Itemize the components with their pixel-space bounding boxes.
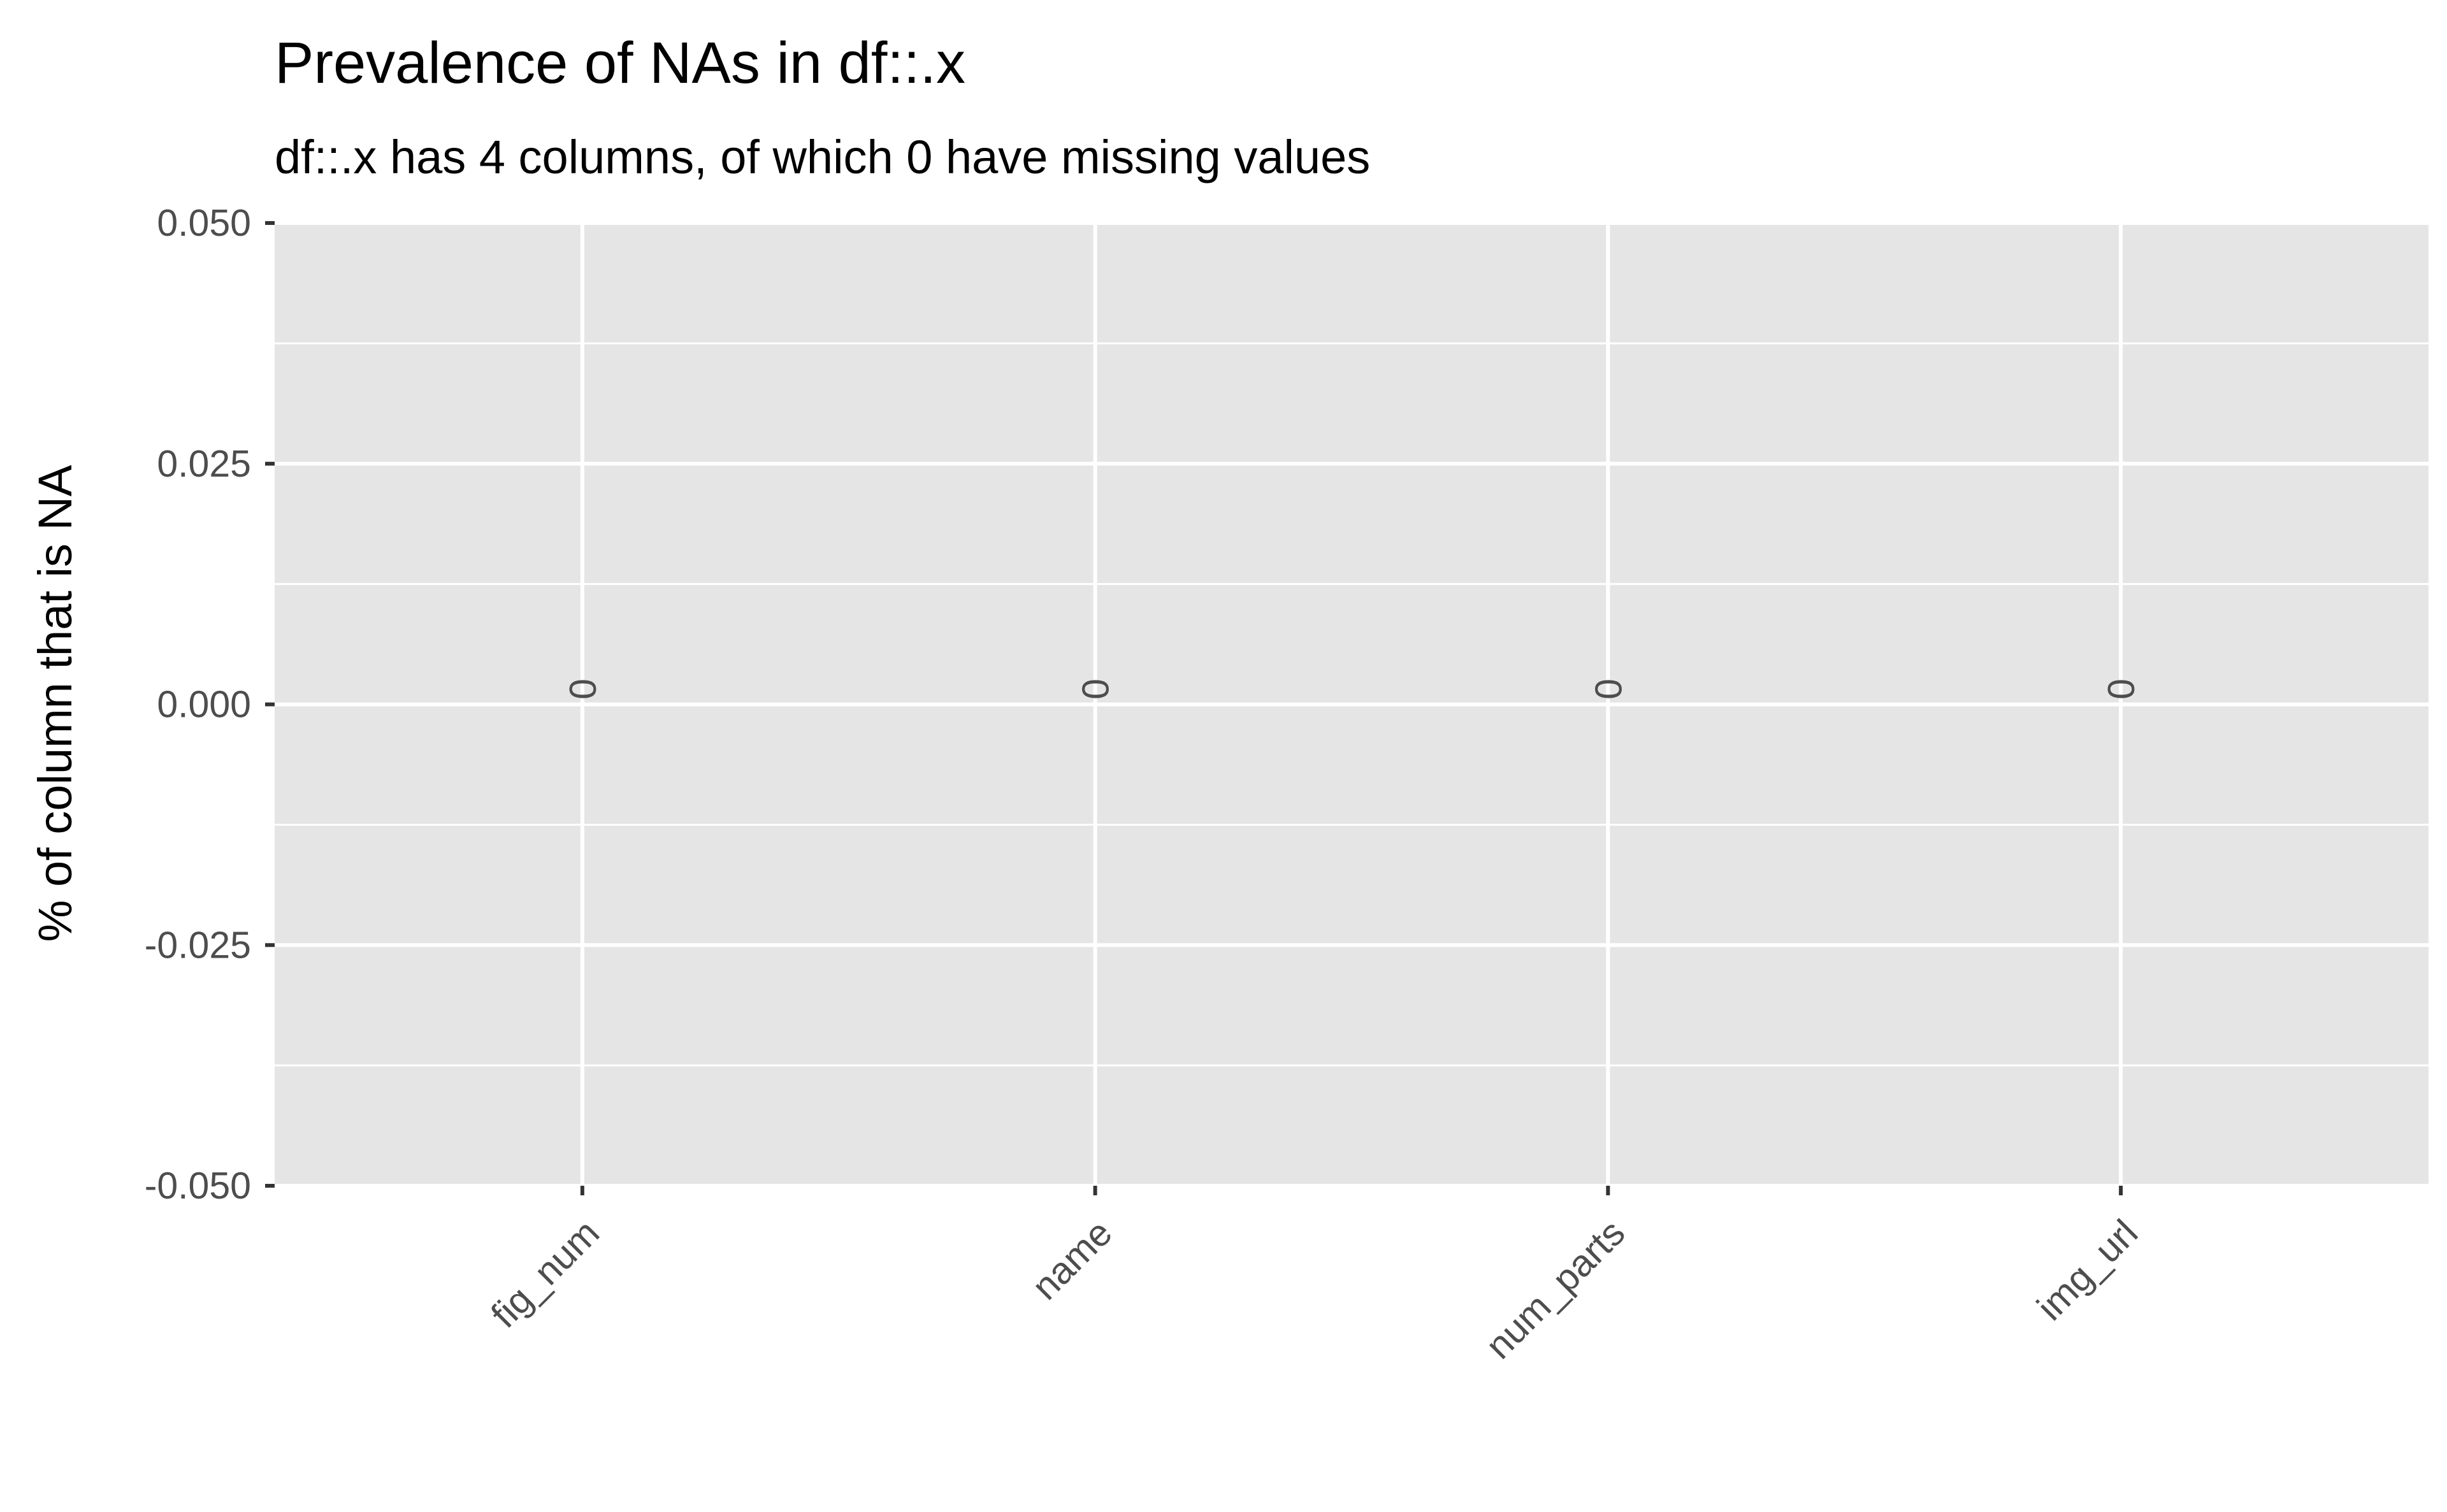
data-label: 0 <box>2100 679 2142 700</box>
x-tick-label: name <box>1024 1212 1120 1308</box>
data-label: 0 <box>1587 679 1629 700</box>
data-labels: 0 0 0 0 <box>561 679 2142 700</box>
x-tick-label: num_parts <box>1478 1212 1633 1367</box>
x-tick-label: img_url <box>2029 1212 2146 1328</box>
y-tick-label: 0.000 <box>157 684 251 726</box>
grid-major <box>275 221 2429 1188</box>
y-tick-label: 0.025 <box>157 443 251 485</box>
y-axis-label: % of column that is NA <box>29 464 82 942</box>
chart-subtitle: df::.x has 4 columns, of which 0 have mi… <box>275 131 1370 184</box>
y-tick-label: -0.050 <box>145 1165 251 1207</box>
y-tick-label: -0.025 <box>145 924 251 966</box>
data-label: 0 <box>1074 679 1116 700</box>
x-tick-label: fig_num <box>483 1212 607 1336</box>
x-axis-ticks: fig_num name num_parts img_url <box>483 1186 2146 1367</box>
data-label: 0 <box>561 679 603 700</box>
grid-minor <box>275 342 2429 1067</box>
y-axis-ticks: -0.050 -0.025 0.000 0.025 0.050 <box>145 202 275 1207</box>
y-tick-label: 0.050 <box>157 202 251 244</box>
chart-title: Prevalence of NAs in df::.x <box>275 31 965 96</box>
